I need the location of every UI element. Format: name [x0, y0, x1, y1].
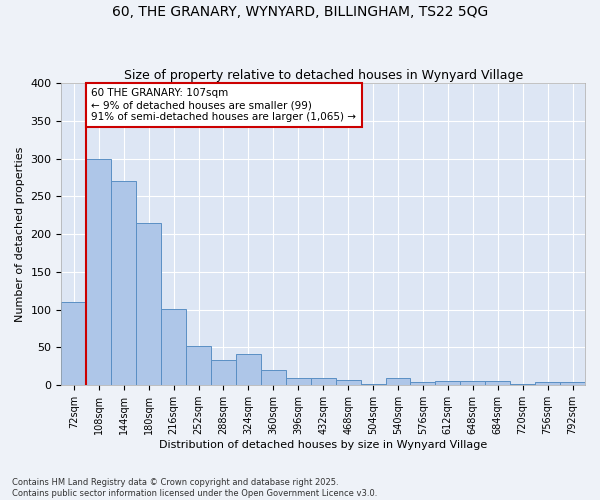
Bar: [86, 160, 111, 385]
Bar: [436, 380, 460, 385]
Bar: [361, 384, 386, 385]
Bar: [261, 370, 286, 385]
Bar: [61, 302, 86, 385]
Bar: [560, 382, 585, 385]
Title: Size of property relative to detached houses in Wynyard Village: Size of property relative to detached ho…: [124, 69, 523, 82]
Bar: [460, 382, 485, 385]
Y-axis label: Number of detached properties: Number of detached properties: [15, 146, 25, 322]
Bar: [410, 382, 436, 385]
Bar: [386, 378, 410, 385]
Bar: [136, 223, 161, 385]
Bar: [510, 384, 535, 385]
Bar: [161, 309, 186, 385]
Text: Contains HM Land Registry data © Crown copyright and database right 2025.
Contai: Contains HM Land Registry data © Crown c…: [12, 478, 377, 498]
Bar: [311, 378, 335, 385]
Bar: [485, 382, 510, 385]
Bar: [111, 182, 136, 385]
Bar: [335, 380, 361, 385]
Bar: [211, 360, 236, 385]
Text: 60, THE GRANARY, WYNYARD, BILLINGHAM, TS22 5QG: 60, THE GRANARY, WYNYARD, BILLINGHAM, TS…: [112, 5, 488, 19]
Text: 60 THE GRANARY: 107sqm
← 9% of detached houses are smaller (99)
91% of semi-deta: 60 THE GRANARY: 107sqm ← 9% of detached …: [91, 88, 356, 122]
Bar: [286, 378, 311, 385]
Bar: [535, 382, 560, 385]
Bar: [236, 354, 261, 385]
X-axis label: Distribution of detached houses by size in Wynyard Village: Distribution of detached houses by size …: [159, 440, 487, 450]
Bar: [186, 346, 211, 385]
